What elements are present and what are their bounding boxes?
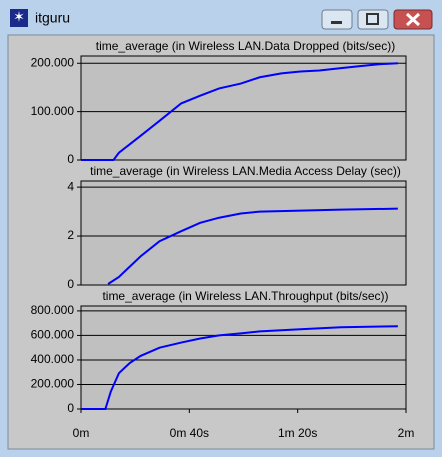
- y-tick-label: 0: [67, 277, 74, 291]
- x-tick-label: 0m: [73, 426, 90, 440]
- plot-area: [80, 180, 407, 286]
- x-tick-label: 0m 40s: [170, 426, 209, 440]
- y-tick-label: 200.000: [31, 377, 75, 391]
- x-tick-label: 2m: [398, 426, 415, 440]
- y-tick-label: 2: [67, 228, 74, 242]
- plot-area: [80, 55, 407, 161]
- y-tick-label: 0: [67, 152, 74, 166]
- y-tick-label: 4: [67, 179, 74, 193]
- maximize-button[interactable]: [357, 9, 389, 30]
- data-line: [107, 207, 398, 285]
- data-line: [81, 62, 398, 161]
- y-tick-label: 200.000: [31, 55, 75, 69]
- chart-title: time_average (in Wireless LAN.Data Dropp…: [96, 39, 395, 53]
- app-icon-glyph: ✶: [13, 9, 25, 25]
- chart-title: time_average (in Wireless LAN.Throughput…: [102, 289, 388, 303]
- charts: time_average (in Wireless LAN.Data Dropp…: [31, 39, 415, 440]
- y-tick-label: 0: [67, 401, 74, 415]
- data-line: [81, 325, 398, 410]
- y-tick-label: 600.000: [31, 328, 75, 342]
- chart-title: time_average (in Wireless LAN.Media Acce…: [90, 164, 401, 178]
- x-tick-label: 1m 20s: [278, 426, 317, 440]
- close-glyph: [405, 12, 421, 27]
- y-tick-label: 400.000: [31, 352, 75, 366]
- y-tick-label: 800.000: [31, 303, 75, 317]
- minimize-glyph: [331, 21, 342, 24]
- window-title: itguru: [35, 10, 70, 26]
- plot-area: [80, 305, 407, 410]
- maximize-glyph: [366, 13, 379, 25]
- y-tick-label: 100.000: [31, 104, 75, 118]
- minimize-button[interactable]: [321, 9, 353, 30]
- app-icon: [10, 9, 28, 27]
